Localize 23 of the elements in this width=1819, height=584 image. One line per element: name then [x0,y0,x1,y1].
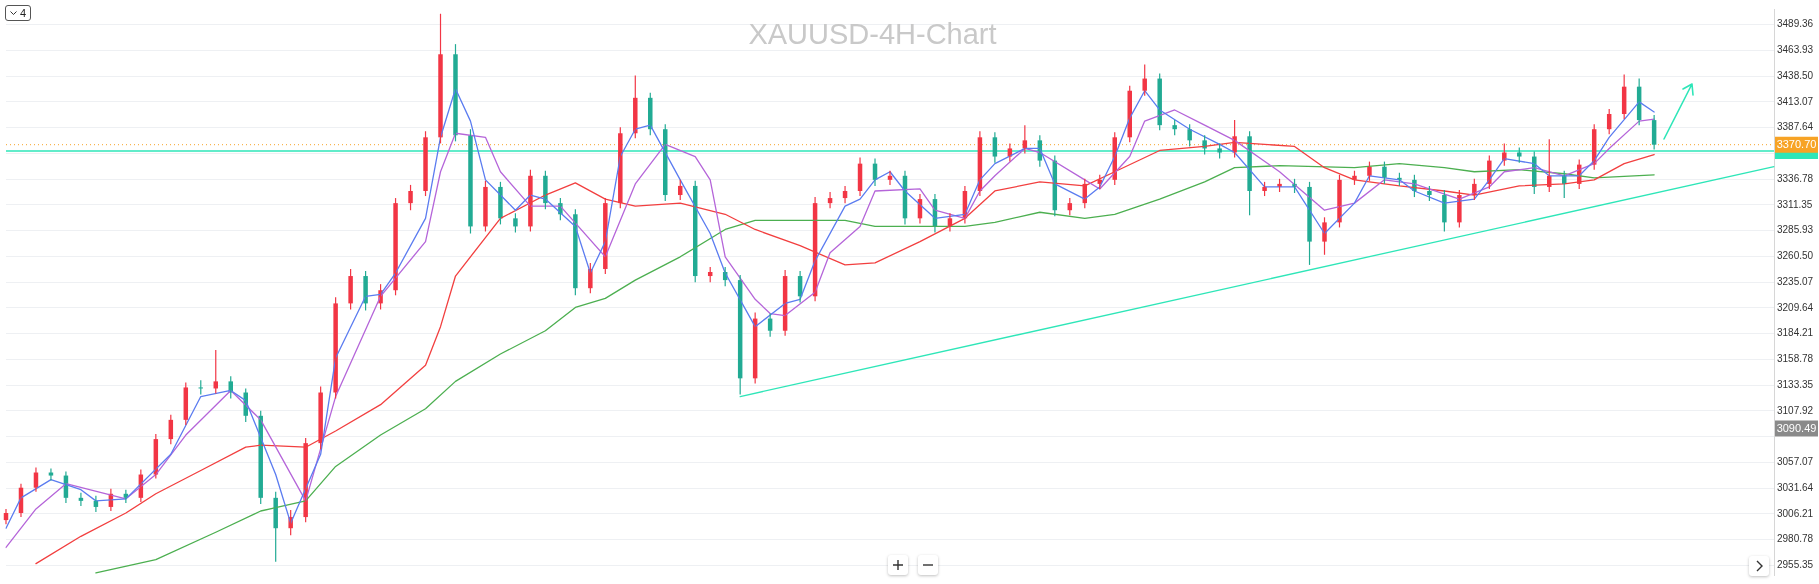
y-tick-label: 3413.07 [1777,95,1814,107]
y-tick-label: 3235.07 [1777,275,1814,287]
y-tick-label: 3311.35 [1777,198,1813,210]
annotation: 3090.49 [1776,421,1817,434]
y-tick-label: 3463.93 [1777,44,1814,56]
y-tick-label: 3107.92 [1777,404,1814,416]
y-tick-label: 3489.36 [1777,18,1814,30]
y-tick-label: 3006.21 [1777,507,1814,519]
y-tick-label: 3260.50 [1777,250,1814,262]
y-tick-label: 2980.78 [1777,533,1814,545]
y-tick-label: 3133.35 [1777,378,1814,390]
y-tick-label: 3336.78 [1777,172,1814,184]
y-tick-label: 3387.64 [1777,121,1814,133]
y-tick-label: 2955.35 [1777,559,1814,571]
y-tick-label: 3031.64 [1777,481,1814,493]
annotation: 4 [20,6,27,20]
y-tick-label: 3184.21 [1777,327,1814,339]
y-tick-label: 3209.64 [1777,301,1814,313]
y-tick-label: 3057.07 [1777,456,1814,468]
y-tick-label: 3158.78 [1777,353,1814,365]
ref-line-label: 3370.70 [1776,137,1817,150]
y-tick-label: 3438.50 [1777,69,1814,81]
y-tick-label: 3285.93 [1777,224,1814,236]
